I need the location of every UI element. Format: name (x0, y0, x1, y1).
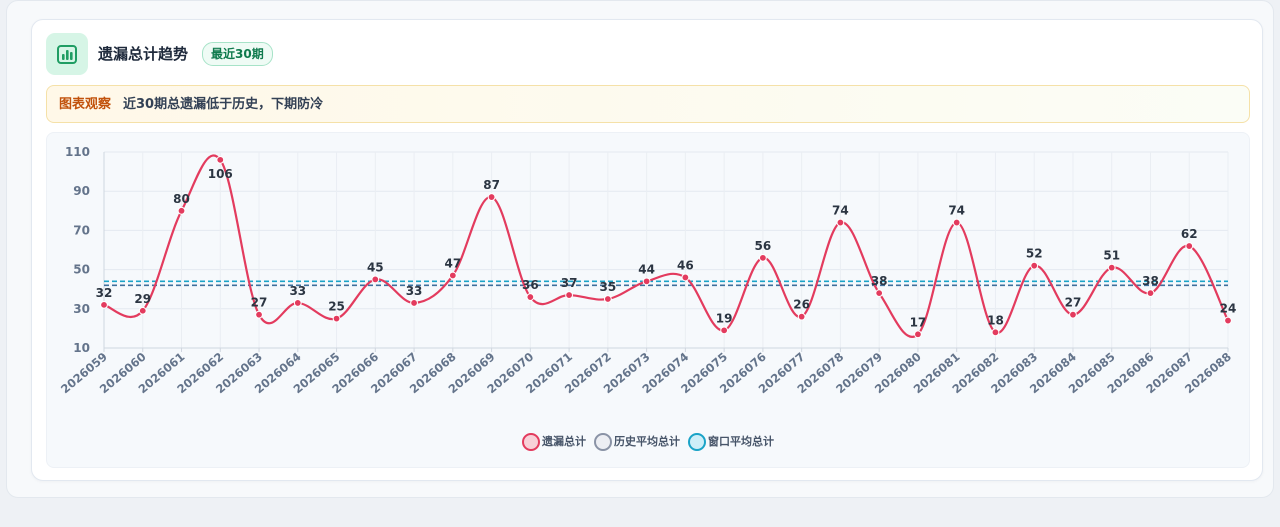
data-label: 80 (173, 192, 190, 206)
data-label: 62 (1181, 227, 1198, 241)
legend-label-window-avg: 窗口平均总计 (708, 435, 774, 448)
legend-label-history-avg: 历史平均总计 (614, 435, 680, 448)
legend-label-series: 遗漏总计 (542, 435, 586, 448)
y-tick-label: 90 (73, 184, 90, 198)
y-tick-label: 110 (65, 145, 90, 159)
data-point (758, 253, 767, 262)
data-point (603, 295, 612, 303)
data-label: 19 (716, 311, 733, 325)
data-label: 74 (832, 204, 849, 218)
legend-item-window-avg[interactable]: 窗口平均总计 (688, 433, 774, 451)
data-point (1146, 289, 1155, 298)
card-title: 遗漏总计趋势 (98, 45, 189, 63)
data-point (642, 277, 651, 286)
data-point (1030, 261, 1039, 270)
data-point (836, 218, 845, 227)
observation-text: 近30期总遗漏低于历史，下期防冷 (123, 97, 324, 112)
data-label: 35 (600, 280, 617, 294)
data-point (1185, 242, 1194, 250)
y-tick-label: 10 (73, 341, 90, 355)
data-label: 74 (948, 204, 965, 218)
data-label: 87 (483, 178, 500, 192)
observation-label: 图表观察 (59, 97, 112, 112)
legend-item-series[interactable]: 遗漏总计 (522, 433, 586, 451)
legend-swatch-window-avg (688, 433, 706, 451)
data-label: 24 (1220, 302, 1237, 316)
chart-legend: 遗漏总计 历史平均总计 窗口平均总计 (47, 430, 1249, 454)
data-point (720, 326, 729, 335)
data-point (991, 328, 1000, 337)
data-point (526, 293, 535, 301)
data-point (797, 312, 806, 321)
data-label: 27 (251, 296, 268, 310)
data-label: 26 (793, 298, 810, 312)
period-badge: 最近30期 (202, 42, 273, 66)
y-tick-label: 30 (73, 302, 90, 316)
data-point (681, 273, 690, 282)
data-point (216, 155, 225, 164)
data-label: 33 (289, 284, 306, 298)
data-label: 37 (561, 276, 578, 290)
trend-card: 遗漏总计趋势 最近30期 图表观察 近30期总遗漏低于历史，下期防冷 10 30 5… (31, 19, 1263, 481)
data-point (487, 193, 496, 201)
data-point (565, 291, 574, 299)
data-label: 33 (406, 284, 423, 298)
data-point (255, 310, 263, 319)
data-point (1107, 263, 1116, 272)
data-label: 45 (367, 260, 384, 274)
bar-chart-icon (46, 33, 88, 75)
chart-area: 10 30 50 70 90 110 2026059 2026060 2026061 202606… (46, 132, 1250, 468)
data-label: 18 (987, 313, 1004, 327)
data-label: 27 (1065, 296, 1082, 310)
y-tick-label: 70 (73, 223, 90, 237)
data-label: 106 (208, 167, 233, 181)
data-point (1069, 310, 1077, 319)
data-label: 29 (134, 292, 151, 306)
legend-swatch-series (522, 433, 540, 451)
page-frame: 遗漏总计趋势 最近30期 图表观察 近30期总遗漏低于历史，下期防冷 10 30 5… (6, 0, 1274, 498)
data-label: 17 (910, 315, 927, 329)
data-label: 25 (328, 300, 345, 314)
data-point (410, 299, 418, 307)
data-label: 51 (1103, 249, 1120, 263)
observation-banner: 图表观察 近30期总遗漏低于历史，下期防冷 (46, 85, 1250, 123)
data-label: 38 (871, 274, 888, 288)
series-line (103, 154, 1229, 338)
legend-item-history-avg[interactable]: 历史平均总计 (594, 433, 680, 451)
data-point (448, 271, 457, 280)
data-point (100, 300, 108, 309)
data-label: 46 (677, 258, 694, 272)
data-point (371, 275, 380, 284)
legend-swatch-history-avg (594, 433, 612, 451)
data-label: 32 (96, 286, 113, 300)
data-point (952, 218, 961, 227)
y-tick-label: 50 (73, 263, 90, 277)
data-point (914, 330, 922, 339)
data-label: 36 (522, 278, 539, 292)
data-point (138, 306, 147, 315)
data-point (875, 289, 884, 298)
data-point (1224, 316, 1232, 325)
data-label: 52 (1026, 247, 1043, 261)
data-point (177, 206, 186, 215)
data-label: 38 (1142, 274, 1159, 288)
trend-line-chart: 1030507090110202605920260602026061202606… (58, 145, 1237, 396)
data-point (332, 314, 341, 323)
data-label: 47 (444, 256, 461, 270)
data-point (293, 299, 302, 307)
data-label: 56 (755, 239, 772, 253)
data-label: 44 (638, 262, 655, 276)
